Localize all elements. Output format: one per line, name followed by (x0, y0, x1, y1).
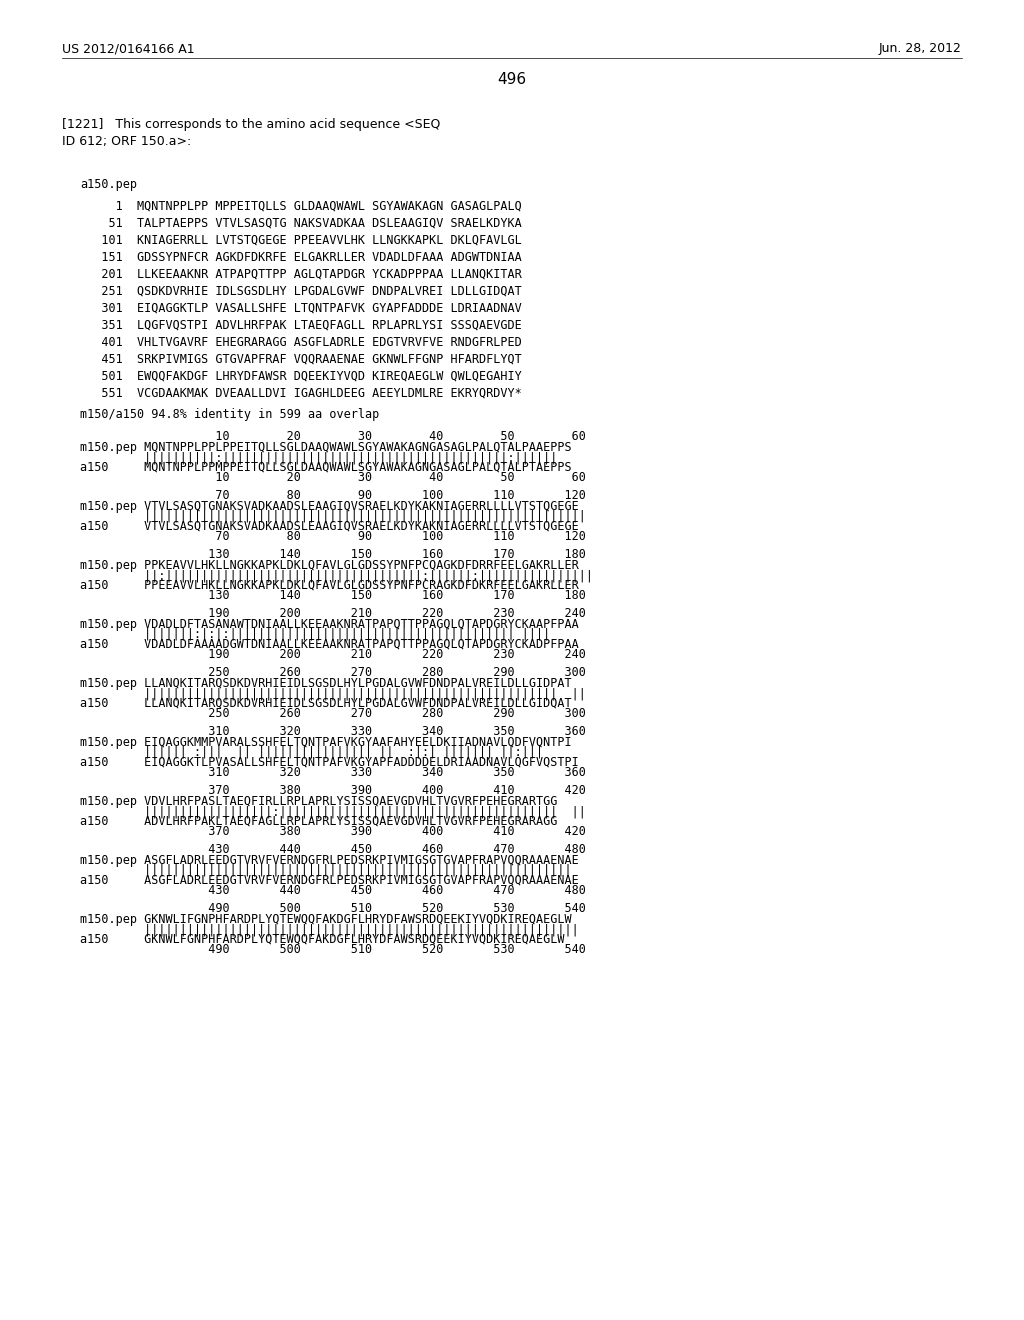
Text: Jun. 28, 2012: Jun. 28, 2012 (880, 42, 962, 55)
Text: 310       320       330       340       350       360: 310 320 330 340 350 360 (80, 766, 586, 779)
Text: 451  SRKPIVMIGS GTGVAPFRAF VQQRAAENAE GKNWLFFGNP HFARDFLYQT: 451 SRKPIVMIGS GTGVAPFRAF VQQRAAENAE GKN… (80, 352, 522, 366)
Text: a150     LLANQKITARQSDKDVRHIEIDLSGSDLHYLPGDALGVWFDNDPALVREILDLLGIDQAT: a150 LLANQKITARQSDKDVRHIEIDLSGSDLHYLPGDA… (80, 697, 571, 710)
Text: a150     ASGFLADRLEEDGTVRVFVERNDGFRLPEDSRKPIVMIGSGTGVAPFRAPVQQRAAAENAE: a150 ASGFLADRLEEDGTVRVFVERNDGFRLPEDSRKPI… (80, 874, 579, 887)
Text: a150     GKNWLFGNPHFARDPLYQTEWQQFAKDGFLHRYDFAWSRDQEEKIYVQDKIREQAEGLW: a150 GKNWLFGNPHFARDPLYQTEWQQFAKDGFLHRYDF… (80, 933, 564, 946)
Text: m150.pep PPKEAVVLHKLLNGKKAPKLDKLQFAVLGLGDSSYPNFPCQAGKDFDRRFEELGAKRLLER: m150.pep PPKEAVVLHKLLNGKKAPKLDKLQFAVLGLG… (80, 558, 579, 572)
Text: a150     MQNTNPPLPPMPPEITQLLSGLDAAQWAWLSGYAWAKAGNGASAGLPALQTALPTAEPPS: a150 MQNTNPPLPPMPPEITQLLSGLDAAQWAWLSGYAW… (80, 461, 571, 474)
Text: 370       380       390       400       410       420: 370 380 390 400 410 420 (80, 784, 586, 797)
Text: [1221]   This corresponds to the amino acid sequence <SEQ: [1221] This corresponds to the amino aci… (62, 117, 440, 131)
Text: ID 612; ORF 150.a>:: ID 612; ORF 150.a>: (62, 135, 191, 148)
Text: 201  LLKEEAAKNR ATPAPQTTPP AGLQTAPDGR YCKADPPPAA LLANQKITAR: 201 LLKEEAAKNR ATPAPQTTPP AGLQTAPDGR YCK… (80, 268, 522, 281)
Text: 70        80        90       100       110       120: 70 80 90 100 110 120 (80, 531, 586, 543)
Text: ||||||||||||||||||||||||||||||||||||||||||||||||||||||||||  ||: ||||||||||||||||||||||||||||||||||||||||… (80, 686, 586, 700)
Text: 490       500       510       520       530       540: 490 500 510 520 530 540 (80, 902, 586, 915)
Text: 401  VHLTVGAVRF EHEGRARAGG ASGFLADRLE EDGTVRVFVE RNDGFRLPED: 401 VHLTVGAVRF EHEGRARAGG ASGFLADRLE EDG… (80, 337, 522, 348)
Text: a150     VDADLDFAAAADGWTDNIAALLKEEAAKNRATPAPQTTPPAGQLQTAPDGRYCKADPFPAA: a150 VDADLDFAAAADGWTDNIAALLKEEAAKNRATPAP… (80, 638, 579, 651)
Text: 430       440       450       460       470       480: 430 440 450 460 470 480 (80, 843, 586, 855)
Text: |||||||:|:|:|||||||||||||||||||||||||||||||||||||||| ||||: |||||||:|:|:||||||||||||||||||||||||||||… (80, 628, 550, 642)
Text: a150     ADVLHRFPAKLTAEQFAGLLRPLAPRLYSISSQAEVGDVHLTVGVRFPEHEGRARAGG: a150 ADVLHRFPAKLTAEQFAGLLRPLAPRLYSISSQAE… (80, 814, 557, 828)
Text: 496: 496 (498, 73, 526, 87)
Text: ||||||||||||||||||:|||||||||||||||||||||||||||||||||||||||  ||: ||||||||||||||||||:|||||||||||||||||||||… (80, 805, 586, 818)
Text: m150.pep VDVLHRFPASLTAEQFIRLLRPLAPRLYSISSQAEVGDVHLTVGVRFPEHEGRARTGG: m150.pep VDVLHRFPASLTAEQFIRLLRPLAPRLYSIS… (80, 795, 557, 808)
Text: 301  EIQAGGKTLP VASALLSHFE LTQNTPAFVK GYAPFADDDE LDRIAADNAV: 301 EIQAGGKTLP VASALLSHFE LTQNTPAFVK GYA… (80, 302, 522, 315)
Text: ||||||||||||||||||||||||||||||||||||||||||||||||||||||||||||: ||||||||||||||||||||||||||||||||||||||||… (80, 865, 571, 876)
Text: m150.pep LLANQKITARQSDKDVRHIEIDLSGSDLHYLPGDALGVWFDNDPALVREILDLLGIDPAT: m150.pep LLANQKITARQSDKDVRHIEIDLSGSDLHYL… (80, 677, 571, 690)
Text: m150/a150 94.8% identity in 599 aa overlap: m150/a150 94.8% identity in 599 aa overl… (80, 408, 379, 421)
Text: 250       260       270       280       290       300: 250 260 270 280 290 300 (80, 708, 586, 719)
Text: 70        80        90       100       110       120: 70 80 90 100 110 120 (80, 488, 586, 502)
Text: a150     EIQAGGKTLPVASALLSHFELTQNTPAFVKGYAPFADDDDELDRIAADNAVLQGFVQSTPI: a150 EIQAGGKTLPVASALLSHFELTQNTPAFVKGYAPF… (80, 756, 579, 770)
Text: 490       500       510       520       530       540: 490 500 510 520 530 540 (80, 942, 586, 956)
Text: 151  GDSSYPNFCR AGKDFDKRFE ELGAKRLLER VDADLDFAAA ADGWTDNIAA: 151 GDSSYPNFCR AGKDFDKRFE ELGAKRLLER VDA… (80, 251, 522, 264)
Text: 351  LQGFVQSTPI ADVLHRFPAK LTAEQFAGLL RPLAPRLYSI SSSQAEVGDE: 351 LQGFVQSTPI ADVLHRFPAK LTAEQFAGLL RPL… (80, 319, 522, 333)
Text: ||:||||||||||||||||||||||||||||||||||||:||||||:||||||||||||||||: ||:||||||||||||||||||||||||||||||||||||:… (80, 569, 593, 582)
Text: ||||||||||||||||||||||||||||||||||||||||||||||||||||||||||||||: ||||||||||||||||||||||||||||||||||||||||… (80, 510, 586, 523)
Text: |||||||||||||||||||||||||||||||||||||||||||||||||||||||||||||: ||||||||||||||||||||||||||||||||||||||||… (80, 923, 579, 936)
Text: US 2012/0164166 A1: US 2012/0164166 A1 (62, 42, 195, 55)
Text: 130       140       150       160       170       180: 130 140 150 160 170 180 (80, 589, 586, 602)
Text: 370       380       390       400       410       420: 370 380 390 400 410 420 (80, 825, 586, 838)
Text: m150.pep VDADLDFTASANAWTDNIAALLKEEAAKNRATPAPQTTPPAGQLQTAPDGRYCKAAPFPAA: m150.pep VDADLDFTASANAWTDNIAALLKEEAAKNRA… (80, 618, 579, 631)
Text: m150.pep VTVLSASQTGNAKSVADKAADSLEAAGIQVSRAELKDYKAKNIAGERRLLLLVTSTQGEGE: m150.pep VTVLSASQTGNAKSVADKAADSLEAAGIQVS… (80, 500, 579, 513)
Text: 501  EWQQFAKDGF LHRYDFAWSR DQEEKIYVQD KIREQAEGLW QWLQEGAHIY: 501 EWQQFAKDGF LHRYDFAWSR DQEEKIYVQD KIR… (80, 370, 522, 383)
Text: m150.pep MQNTNPPLPPLPPEITQLLSGLDAAQWAWLSGYAWAKAGNGASAGLPALQTALPAAEPPS: m150.pep MQNTNPPLPPLPPEITQLLSGLDAAQWAWLS… (80, 441, 571, 454)
Text: m150.pep EIQAGGKMMPVARALSSHFELTQNTPAFVKGYAAFAHYEELDKIIADNAVLQDFVQNTPI: m150.pep EIQAGGKMMPVARALSSHFELTQNTPAFVKG… (80, 737, 571, 748)
Text: m150.pep GKNWLIFGNPHFARDPLYQTEWQQFAKDGFLHRYDFAWSRDQEEKIYVQDKIREQAEGLW: m150.pep GKNWLIFGNPHFARDPLYQTEWQQFAKDGFL… (80, 913, 571, 927)
Text: 190       200       210       220       230       240: 190 200 210 220 230 240 (80, 607, 586, 620)
Text: 51  TALPTAEPPS VTVLSASQTG NAKSVADKAA DSLEAAGIQV SRAELKDYKA: 51 TALPTAEPPS VTVLSASQTG NAKSVADKAA DSLE… (80, 216, 522, 230)
Text: ||||||||||:||||||||||||||||||||||||||||||||||||||||:||||||: ||||||||||:|||||||||||||||||||||||||||||… (80, 451, 557, 465)
Text: m150.pep ASGFLADRLEEDGTVRVFVERNDGFRLPEDSRKPIVMIGSGTGVAPFRAPVQQRAAAENAE: m150.pep ASGFLADRLEEDGTVRVFVERNDGFRLPEDS… (80, 854, 579, 867)
Text: 250       260       270       280       290       300: 250 260 270 280 290 300 (80, 667, 586, 678)
Text: |||||| :|||  || |||||||||||||||| ||  :|:| ||||||| ||:|||: |||||| :||| || |||||||||||||||| || :|:| … (80, 746, 543, 759)
Text: a150     PPEEAVVLHKLLNGKKAPKLDKLQFAVLGLGDSSYPNFPCRAGKDFDKRFEELGAKRLLER: a150 PPEEAVVLHKLLNGKKAPKLDKLQFAVLGLGDSSY… (80, 579, 579, 591)
Text: 430       440       450       460       470       480: 430 440 450 460 470 480 (80, 884, 586, 898)
Text: 190       200       210       220       230       240: 190 200 210 220 230 240 (80, 648, 586, 661)
Text: 1  MQNTNPPLPP MPPEITQLLS GLDAAQWAWL SGYAWAKAGN GASAGLPALQ: 1 MQNTNPPLPP MPPEITQLLS GLDAAQWAWL SGYAW… (80, 201, 522, 213)
Text: 10        20        30        40        50        60: 10 20 30 40 50 60 (80, 430, 586, 444)
Text: 251  QSDKDVRHIE IDLSGSDLHY LPGDALGVWF DNDPALVREI LDLLGIDQAT: 251 QSDKDVRHIE IDLSGSDLHY LPGDALGVWF DND… (80, 285, 522, 298)
Text: 10        20        30        40        50        60: 10 20 30 40 50 60 (80, 471, 586, 484)
Text: a150.pep: a150.pep (80, 178, 137, 191)
Text: 101  KNIAGERRLL LVTSTQGEGE PPEEAVVLHK LLNGKKAPKL DKLQFAVLGL: 101 KNIAGERRLL LVTSTQGEGE PPEEAVVLHK LLN… (80, 234, 522, 247)
Text: 551  VCGDAAKMAK DVEAALLDVI IGAGHLDEEG AEEYLDMLRE EKRYQRDVY*: 551 VCGDAAKMAK DVEAALLDVI IGAGHLDEEG AEE… (80, 387, 522, 400)
Text: a150     VTVLSASQTGNAKSVADKAADSLEAAGIQVSRAELKDYKAKNIAGERRLLLLVTSTQGEGE: a150 VTVLSASQTGNAKSVADKAADSLEAAGIQVSRAEL… (80, 520, 579, 533)
Text: 130       140       150       160       170       180: 130 140 150 160 170 180 (80, 548, 586, 561)
Text: 310       320       330       340       350       360: 310 320 330 340 350 360 (80, 725, 586, 738)
